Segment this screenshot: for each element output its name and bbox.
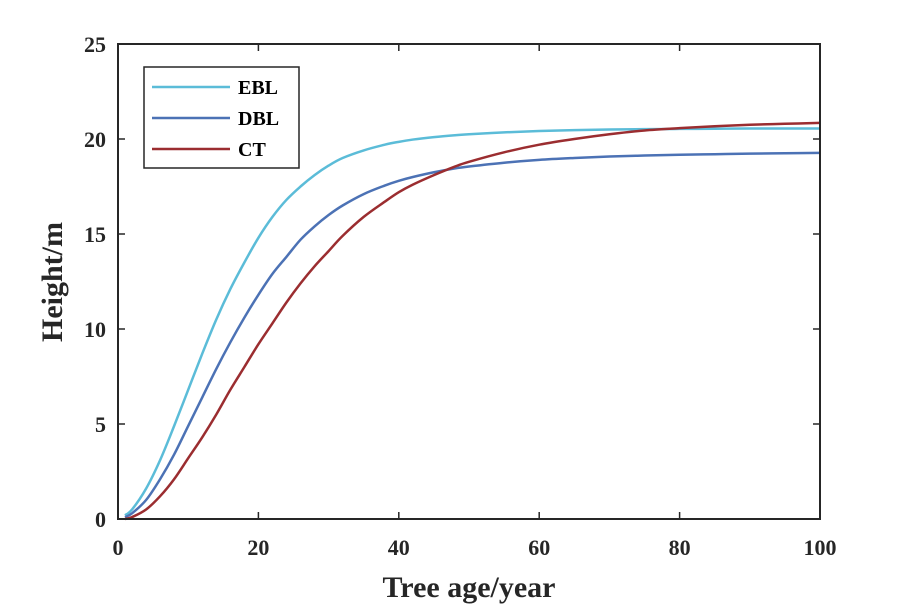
x-tick-label: 0 <box>113 535 124 560</box>
legend-label-ebl: EBL <box>238 77 278 99</box>
series-line-ebl <box>124 127 820 517</box>
x-tick-label: 60 <box>528 535 550 560</box>
x-tick-label: 80 <box>669 535 691 560</box>
legend: EBL DBL CT <box>143 66 300 169</box>
legend-label-dbl: DBL <box>238 108 279 130</box>
legend-label-ct: CT <box>238 139 266 161</box>
y-tick-label: 5 <box>95 412 106 437</box>
y-axis-title: Height/m <box>36 222 69 342</box>
y-tick-label: 0 <box>95 507 106 532</box>
x-tick-label: 40 <box>388 535 410 560</box>
tick-layer: 0 20 40 60 80 100 0 5 10 15 20 25 <box>84 32 837 560</box>
series-layer <box>124 121 821 521</box>
x-axis-title: Tree age/year <box>383 571 556 604</box>
x-tick-label: 100 <box>804 535 837 560</box>
y-tick-label: 20 <box>84 127 106 152</box>
series-line-dbl <box>124 151 821 519</box>
x-tick-label: 20 <box>247 535 269 560</box>
plot-frame <box>117 43 821 520</box>
series-line-ct <box>124 121 821 521</box>
y-tick-label: 10 <box>84 317 106 342</box>
y-tick-label: 25 <box>84 32 106 57</box>
y-tick-label: 15 <box>84 222 106 247</box>
